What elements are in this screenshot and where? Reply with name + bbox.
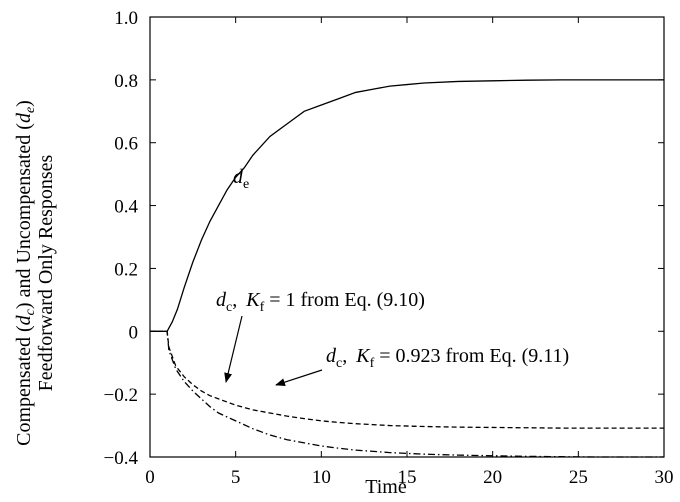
x-tick-label: 25 [569, 467, 588, 488]
y-tick-label: 0.6 [114, 134, 138, 155]
y-tick-label: 0.2 [114, 259, 138, 280]
y-axis-title-line1: Compensated (dc) and Uncompensated (de) [13, 100, 38, 446]
x-tick-labels: 0 5 10 15 20 25 30 [145, 467, 673, 488]
y-tick-label: 0.8 [114, 71, 138, 92]
y-axis-title: Compensated (dc) and Uncompensated (de) … [13, 100, 57, 446]
arrow-dc-kf0923 [275, 369, 323, 387]
y-axis-title-line2: Feedforward Only Responses [35, 154, 57, 391]
annotation-dc-kf0923: dc, Kf = 0.923 from Eq. (9.11) [326, 345, 569, 371]
x-tick-label: 15 [398, 467, 417, 488]
y-tick-label: 1.0 [114, 8, 138, 29]
x-tick-label: 30 [655, 467, 674, 488]
series-line-3 [150, 330, 664, 429]
plot-frame [149, 16, 665, 458]
x-tick-label: 0 [145, 467, 155, 488]
arrow-dc-kf1 [224, 315, 243, 383]
series-layer [150, 79, 664, 458]
x-axis-title: Time [365, 476, 407, 498]
ticks-layer [149, 16, 665, 458]
x-tick-label: 20 [483, 467, 502, 488]
annotation-de: de [233, 166, 249, 192]
series-line-2 [150, 330, 664, 458]
y-tick-label: 0.4 [114, 197, 138, 218]
x-tick-label: 5 [231, 467, 241, 488]
annotation-dc-kf1: dc, Kf = 1 from Eq. (9.10) [216, 289, 425, 315]
series-line-1 [150, 79, 664, 332]
y-tick-label: 0 [129, 322, 139, 343]
y-tick-label: −0.2 [104, 385, 138, 406]
x-tick-label: 10 [312, 467, 331, 488]
y-tick-label: −0.4 [104, 448, 139, 469]
y-tick-labels: 1.0 0.8 0.6 0.4 0.2 0 −0.2 −0.4 [104, 8, 139, 469]
